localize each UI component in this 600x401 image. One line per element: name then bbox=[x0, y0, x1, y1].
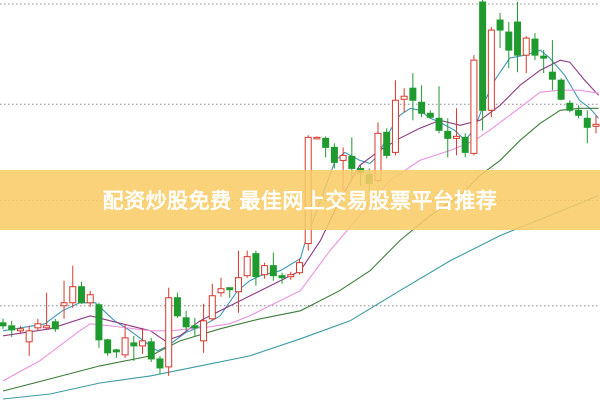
candle-body bbox=[348, 155, 356, 169]
candle-body bbox=[156, 358, 164, 369]
candle-body bbox=[226, 287, 234, 291]
candle-body bbox=[261, 265, 269, 276]
candle-body bbox=[418, 101, 426, 114]
moving-average-line bbox=[2, 107, 599, 392]
candle-body bbox=[566, 102, 574, 111]
candle-body bbox=[173, 297, 181, 317]
candle-body bbox=[322, 137, 330, 148]
candle-body bbox=[496, 19, 504, 31]
candle-body bbox=[130, 342, 138, 347]
candle-body bbox=[104, 339, 112, 354]
candle-body bbox=[51, 321, 59, 330]
candle-body bbox=[339, 154, 347, 161]
candle-body bbox=[60, 302, 68, 307]
candle-body bbox=[34, 323, 42, 329]
candle-body bbox=[287, 274, 295, 278]
candle-body bbox=[165, 297, 173, 368]
candle-body bbox=[583, 117, 591, 128]
candle-body bbox=[548, 71, 556, 80]
candle-body bbox=[200, 320, 208, 342]
candle-body bbox=[514, 21, 522, 56]
candle-body bbox=[139, 340, 147, 347]
candle-body bbox=[487, 29, 495, 111]
candle-body bbox=[296, 262, 303, 274]
banner-text: 配资炒股免费 最佳网上交易股票平台推荐 bbox=[102, 189, 498, 213]
candle-body bbox=[391, 99, 399, 153]
candle-body bbox=[313, 136, 321, 140]
candle-body bbox=[409, 87, 417, 101]
candle-body bbox=[531, 38, 539, 56]
candle-body bbox=[86, 294, 94, 304]
candle-body bbox=[269, 265, 277, 277]
candle-body bbox=[470, 59, 478, 154]
candle-body bbox=[575, 109, 583, 116]
candle-body bbox=[592, 123, 600, 127]
candle-body bbox=[278, 275, 286, 279]
title-banner: 配资炒股免费 最佳网上交易股票平台推荐 bbox=[0, 170, 600, 230]
candle-body bbox=[435, 117, 443, 131]
candle-body bbox=[452, 135, 460, 139]
candle-body bbox=[252, 253, 260, 278]
candle-body bbox=[95, 304, 103, 341]
candle-body bbox=[112, 349, 120, 353]
candle-body bbox=[479, 1, 487, 111]
candle-body bbox=[234, 277, 242, 293]
candle-body bbox=[330, 146, 338, 163]
candle-body bbox=[426, 112, 434, 118]
candle-body bbox=[505, 31, 513, 51]
candle-body bbox=[208, 295, 216, 320]
candle-body bbox=[557, 79, 565, 100]
candle-body bbox=[77, 286, 85, 304]
candle-body bbox=[444, 130, 452, 139]
candle-body bbox=[0, 322, 7, 327]
candle-body bbox=[182, 317, 190, 328]
moving-average-line bbox=[2, 89, 599, 382]
candle-body bbox=[191, 325, 199, 329]
candle-body bbox=[8, 325, 16, 331]
candle-body bbox=[243, 256, 251, 277]
candle-body bbox=[383, 131, 391, 156]
candle-body bbox=[147, 341, 155, 360]
moving-average-line bbox=[2, 194, 599, 400]
candle-body bbox=[461, 136, 469, 153]
candle-body bbox=[43, 325, 51, 329]
candle-body bbox=[16, 328, 24, 332]
candle-body bbox=[69, 286, 77, 304]
candle-body bbox=[121, 337, 129, 356]
candle-body bbox=[25, 330, 33, 343]
candle-body bbox=[522, 37, 530, 56]
candle-body bbox=[540, 55, 548, 59]
candle-body bbox=[400, 95, 408, 100]
candle-body bbox=[217, 288, 225, 294]
